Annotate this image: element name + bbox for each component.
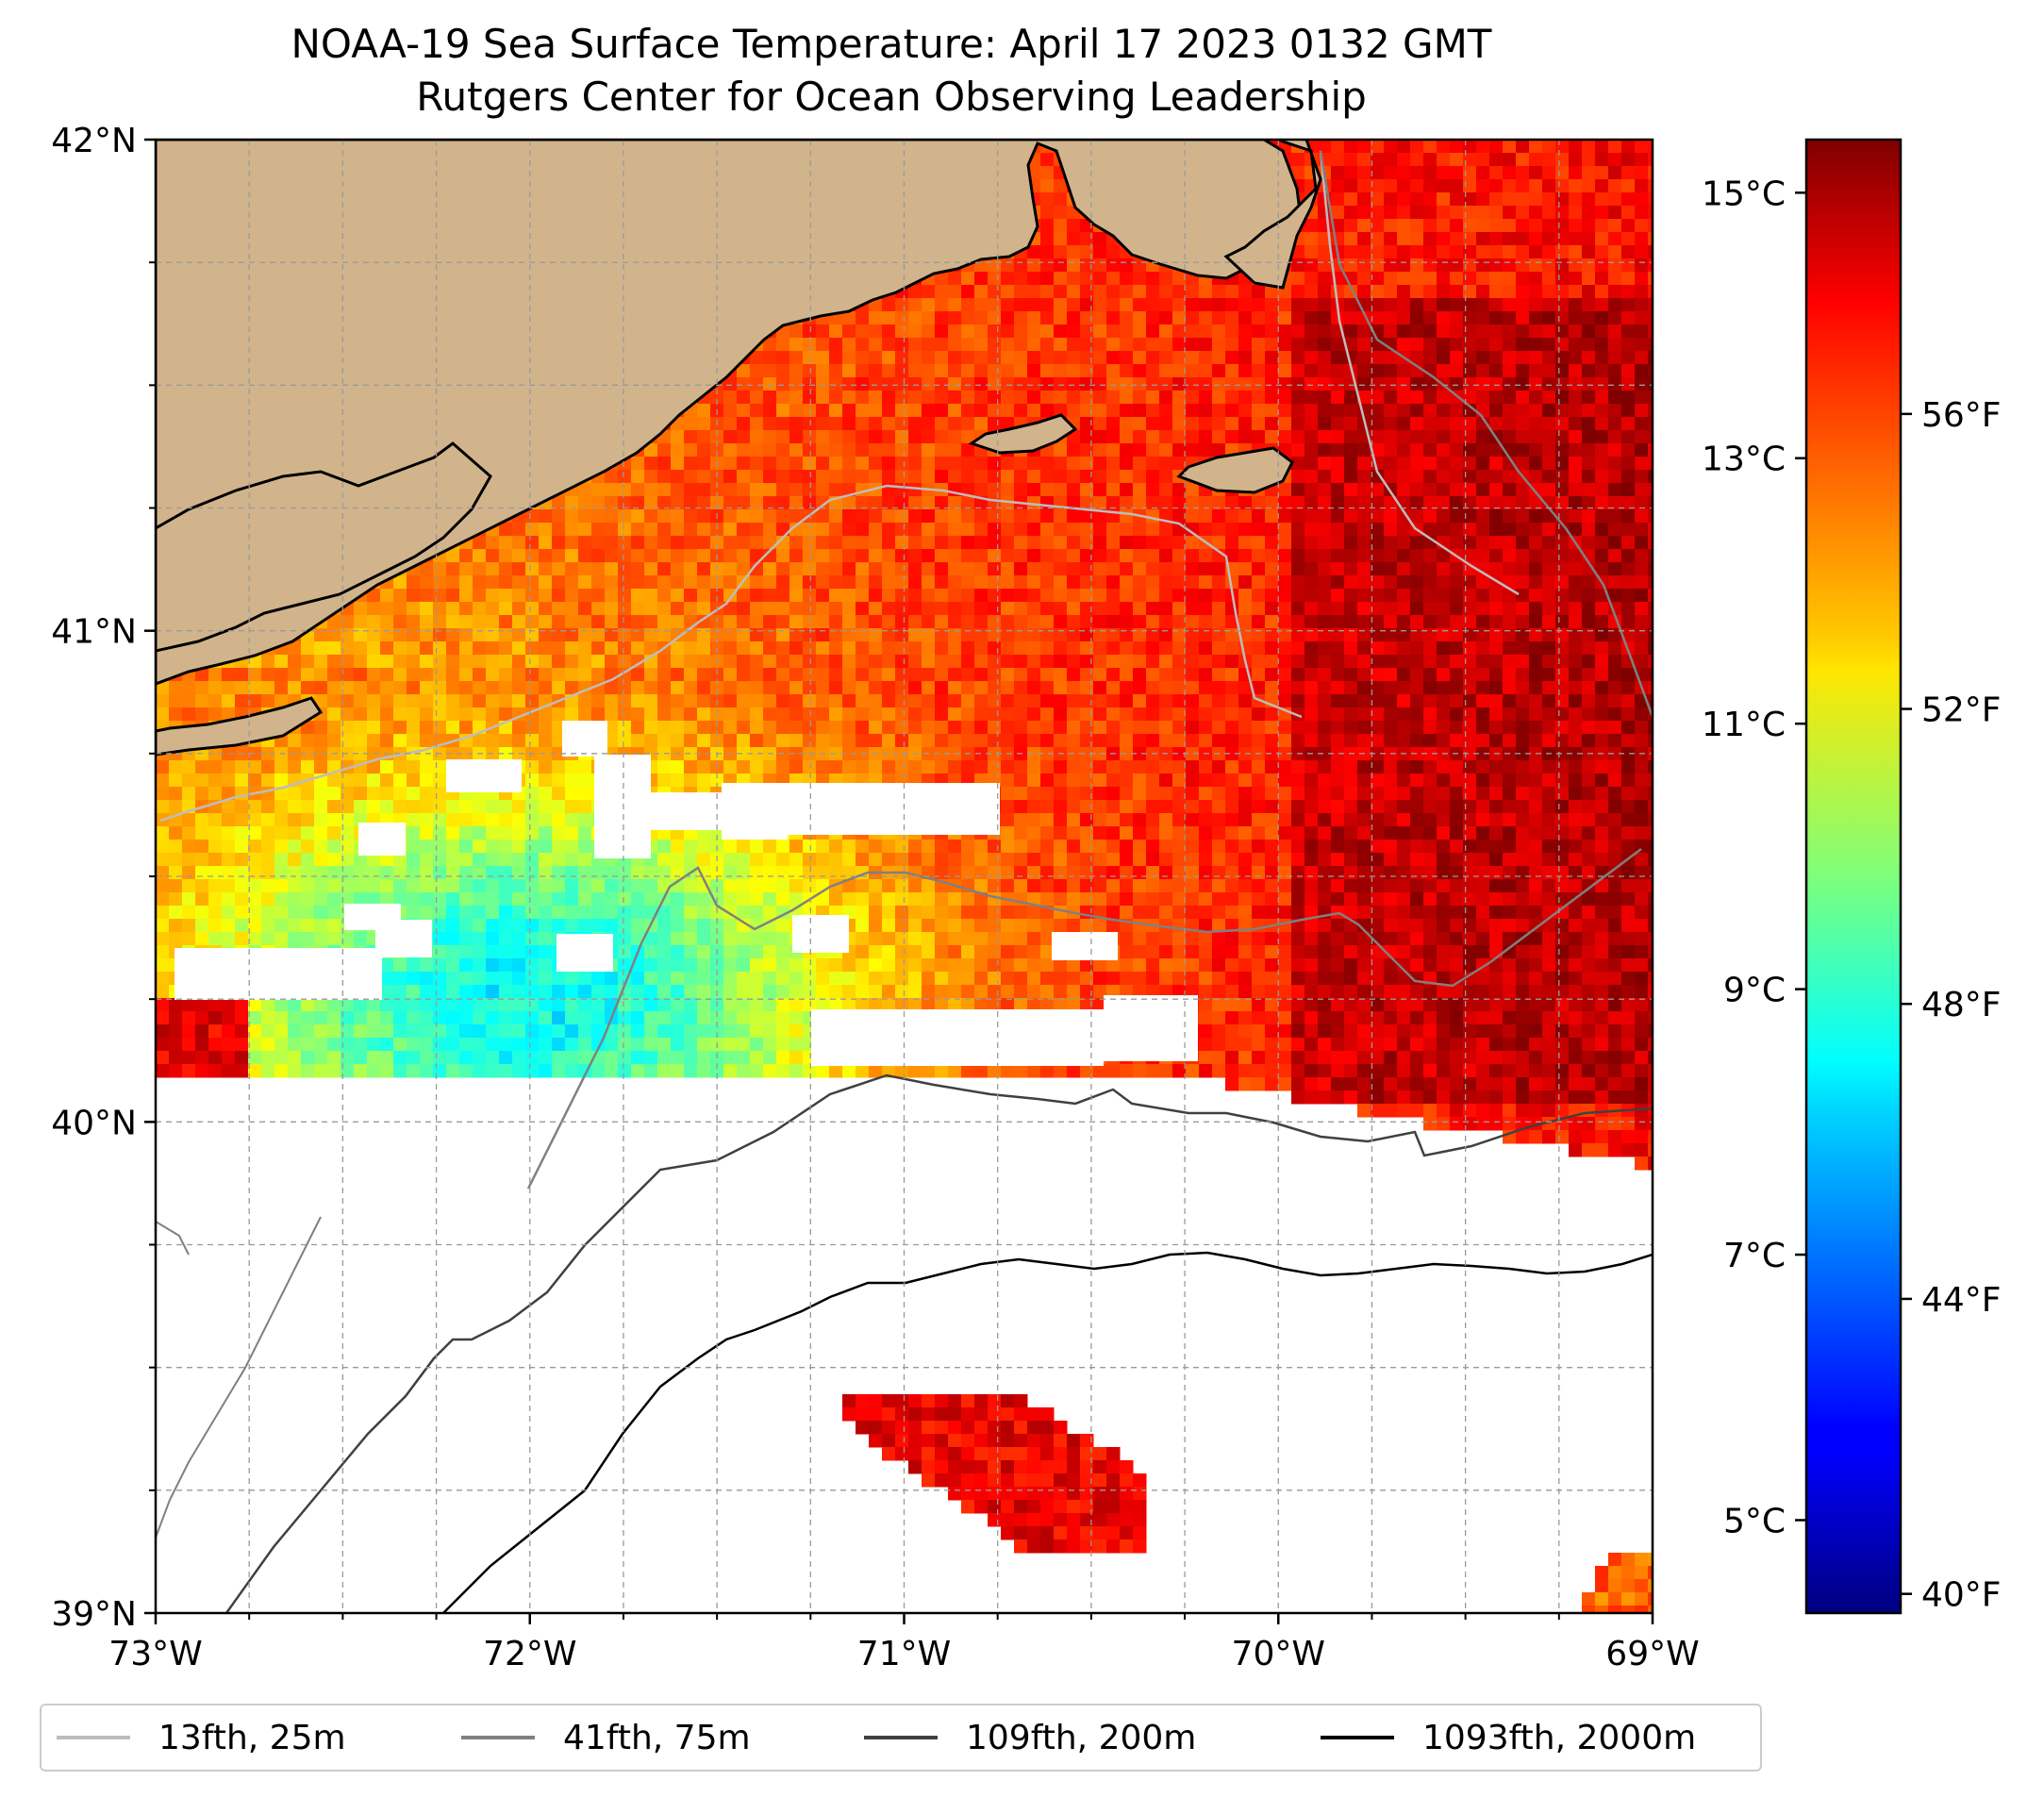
depth-contours [156, 150, 1653, 1613]
fahrenheit-tick-label: 40°F [1921, 1576, 2002, 1615]
map-title: NOAA-19 Sea Surface Temperature: April 1… [291, 21, 1492, 67]
celsius-tick-label: 13°C [1702, 441, 1786, 479]
depth-legend: 13fth, 25m 41fth, 75m 109fth, 200m 1093f… [40, 1704, 1762, 1772]
map-axes: 73°W 72°W 71°W 70°W 69°W 42°N 41°N 40°N 39°N [51, 122, 1699, 1673]
lat-tick-label: 42°N [51, 122, 137, 160]
lon-tick-label: 72°W [483, 1635, 576, 1673]
legend-line-200m [864, 1736, 938, 1739]
lon-tick-label: 70°W [1232, 1635, 1325, 1673]
lat-tick-label: 40°N [51, 1104, 137, 1142]
fahrenheit-tick-label: 56°F [1921, 396, 2002, 435]
colorbar-ticks: 15°C 13°C 11°C 9°C 7°C 5°C 56°F 52°F 48°F 44°F 40°… [1702, 175, 2001, 1614]
legend-item-75m: 41fth, 75m [461, 1717, 751, 1758]
celsius-tick-label: 7°C [1723, 1237, 1786, 1275]
legend-item-2000m: 1093fth, 2000m [1321, 1717, 1696, 1758]
legend-label-25m: 13fth, 25m [158, 1718, 346, 1757]
celsius-tick-label: 9°C [1723, 972, 1786, 1010]
legend-label-2000m: 1093fth, 2000m [1422, 1718, 1697, 1757]
celsius-tick-label: 15°C [1702, 175, 1786, 213]
celsius-tick-label: 5°C [1723, 1502, 1786, 1540]
lon-tick-label: 69°W [1605, 1635, 1699, 1673]
legend-label-200m: 109fth, 200m [966, 1718, 1197, 1757]
legend-line-75m [461, 1736, 535, 1739]
fahrenheit-tick-label: 48°F [1921, 986, 2002, 1024]
celsius-tick-label: 11°C [1702, 706, 1786, 744]
gridlines [156, 140, 1653, 1613]
legend-line-25m [57, 1736, 130, 1739]
lon-tick-label: 71°W [857, 1635, 951, 1673]
lon-tick-label: 73°W [108, 1635, 202, 1673]
map-subtitle: Rutgers Center for Ocean Observing Leade… [416, 74, 1367, 120]
lat-tick-label: 41°N [51, 613, 137, 652]
lat-tick-label: 39°N [51, 1595, 137, 1634]
legend-line-2000m [1321, 1736, 1394, 1739]
legend-item-200m: 109fth, 200m [864, 1717, 1196, 1758]
legend-label-75m: 41fth, 75m [563, 1718, 751, 1757]
fahrenheit-tick-label: 44°F [1921, 1281, 2002, 1320]
colorbar-gradient [1804, 138, 1903, 1615]
fahrenheit-tick-label: 52°F [1921, 691, 2002, 730]
land [156, 140, 1322, 757]
cloud-gaps [174, 602, 1198, 1066]
legend-item-25m: 13fth, 25m [57, 1717, 346, 1758]
